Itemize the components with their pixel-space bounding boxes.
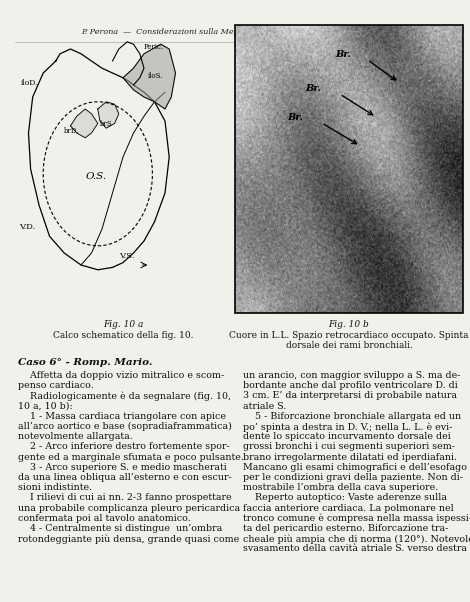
Text: dente lo spiccato incurvamento dorsale dei: dente lo spiccato incurvamento dorsale d… [243, 432, 451, 441]
Text: iloS.: iloS. [148, 72, 164, 80]
Text: Br.: Br. [335, 50, 351, 58]
Text: 2 - Arco inferiore destro fortemente spor-: 2 - Arco inferiore destro fortemente spo… [18, 442, 230, 452]
Text: V.S.: V.S. [119, 252, 134, 260]
Text: Reperto autoptico: Vaste aderenze sulla: Reperto autoptico: Vaste aderenze sulla [243, 494, 447, 503]
Text: bordante anche dal profilo ventricolare D. di: bordante anche dal profilo ventricolare … [243, 381, 458, 390]
Text: iloD.: iloD. [21, 79, 39, 87]
Text: Affetta da doppio vizio mitralico e scom-: Affetta da doppio vizio mitralico e scom… [18, 371, 224, 380]
Text: Peric.: Peric. [144, 43, 164, 51]
Text: brano irregolarmente dilatati ed iperdiafani.: brano irregolarmente dilatati ed iperdia… [243, 453, 457, 462]
Text: all’arco aortico e base (sopradiaframmatica): all’arco aortico e base (sopradiaframmat… [18, 422, 232, 431]
Text: dorsale dei rami bronchiali.: dorsale dei rami bronchiali. [286, 341, 413, 350]
Text: Br.: Br. [306, 84, 321, 93]
Text: brS: brS [100, 120, 113, 128]
Text: po’ spinta a destra in D. V.; nella L. L. è evi-: po’ spinta a destra in D. V.; nella L. L… [243, 422, 452, 432]
Text: 4 - Centralmente si distingue  un’ombra: 4 - Centralmente si distingue un’ombra [18, 524, 222, 533]
Text: Br.: Br. [288, 113, 303, 122]
Text: confermata poi al tavolo anatomico.: confermata poi al tavolo anatomico. [18, 514, 191, 523]
Text: notevolmente allargata.: notevolmente allargata. [18, 432, 133, 441]
Text: I rilievi di cui ai nn. 2-3 fanno prospettare: I rilievi di cui ai nn. 2-3 fanno prospe… [18, 494, 232, 503]
Text: 3 - Arco superiore S. e medio mascherati: 3 - Arco superiore S. e medio mascherati [18, 463, 227, 472]
Text: 127: 127 [435, 27, 455, 36]
Polygon shape [70, 109, 98, 138]
Text: brD.: brD. [64, 127, 79, 135]
Text: rotondeggiante più densa, grande quasi come: rotondeggiante più densa, grande quasi c… [18, 534, 239, 544]
Text: Fig. 10 b: Fig. 10 b [329, 320, 369, 329]
Text: Caso 6° - Romp. Mario.: Caso 6° - Romp. Mario. [18, 358, 152, 367]
Text: Calco schematico della fig. 10.: Calco schematico della fig. 10. [53, 331, 193, 340]
Polygon shape [98, 102, 119, 128]
Text: sioni indistinte.: sioni indistinte. [18, 483, 92, 492]
Polygon shape [123, 44, 175, 109]
Text: da una linea obliqua all’esterno e con escur-: da una linea obliqua all’esterno e con e… [18, 473, 232, 482]
Text: atriale S.: atriale S. [243, 402, 286, 411]
Text: tronco comune è compresa nella massa ispessi-: tronco comune è compresa nella massa isp… [243, 514, 470, 523]
Text: per le condizioni gravi della paziente. Non di-: per le condizioni gravi della paziente. … [243, 473, 463, 482]
Text: ta del pericardio esterno. Biforcazione tra-: ta del pericardio esterno. Biforcazione … [243, 524, 448, 533]
Text: 10 a, 10 b):: 10 a, 10 b): [18, 402, 73, 411]
Text: 5 - Biforcazione bronchiale allargata ed un: 5 - Biforcazione bronchiale allargata ed… [243, 412, 461, 421]
Text: cheale più ampia che di norma (120°). Notevole: cheale più ampia che di norma (120°). No… [243, 534, 470, 544]
Text: O.S.: O.S. [85, 172, 106, 181]
Text: penso cardiaco.: penso cardiaco. [18, 381, 94, 390]
Text: 3 cm. E’ da interpretarsi di probabile natura: 3 cm. E’ da interpretarsi di probabile n… [243, 391, 457, 400]
Text: Radiologicamente è da segnalare (fig. 10,: Radiologicamente è da segnalare (fig. 10… [18, 391, 231, 401]
Text: gente ed a marginale sfumata e poco pulsante.: gente ed a marginale sfumata e poco puls… [18, 453, 244, 462]
Text: grossi bronchi i cui segmenti superiori sem-: grossi bronchi i cui segmenti superiori … [243, 442, 455, 452]
Text: svasamento della cavità atriale S. verso destra: svasamento della cavità atriale S. verso… [243, 544, 467, 553]
Text: V.D.: V.D. [19, 223, 35, 231]
Text: una probabile complicanza pleuro pericardica: una probabile complicanza pleuro pericar… [18, 504, 240, 512]
Text: 1 - Massa cardiaca triangolare con apice: 1 - Massa cardiaca triangolare con apice [18, 412, 226, 421]
Text: P. Perona  —  Considerazioni sulla Megaorecchietta S. nei Vizi Mitralici: P. Perona — Considerazioni sulla Megaore… [81, 28, 369, 36]
Text: mostrabile l’ombra della cava superiore.: mostrabile l’ombra della cava superiore. [243, 483, 438, 492]
Text: un arancio, con maggior sviluppo a S. ma de-: un arancio, con maggior sviluppo a S. ma… [243, 371, 461, 380]
Text: Fig. 10 a: Fig. 10 a [103, 320, 143, 329]
Text: Cuore in L.L. Spazio retrocardiaco occupato. Spinta: Cuore in L.L. Spazio retrocardiaco occup… [229, 331, 469, 340]
Text: Mancano gli esami chimografici e dell’esofago: Mancano gli esami chimografici e dell’es… [243, 463, 467, 472]
Text: faccia anteriore cardiaca. La polmonare nel: faccia anteriore cardiaca. La polmonare … [243, 504, 454, 512]
